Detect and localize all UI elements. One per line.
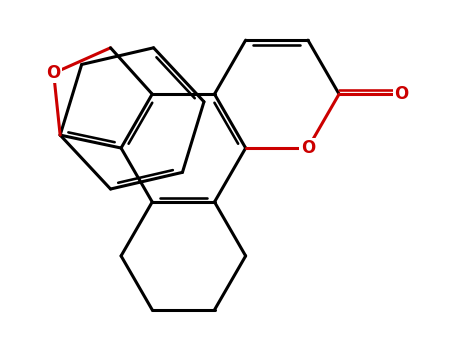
Text: O: O bbox=[394, 85, 409, 103]
Text: O: O bbox=[46, 64, 61, 82]
Text: O: O bbox=[301, 139, 315, 157]
